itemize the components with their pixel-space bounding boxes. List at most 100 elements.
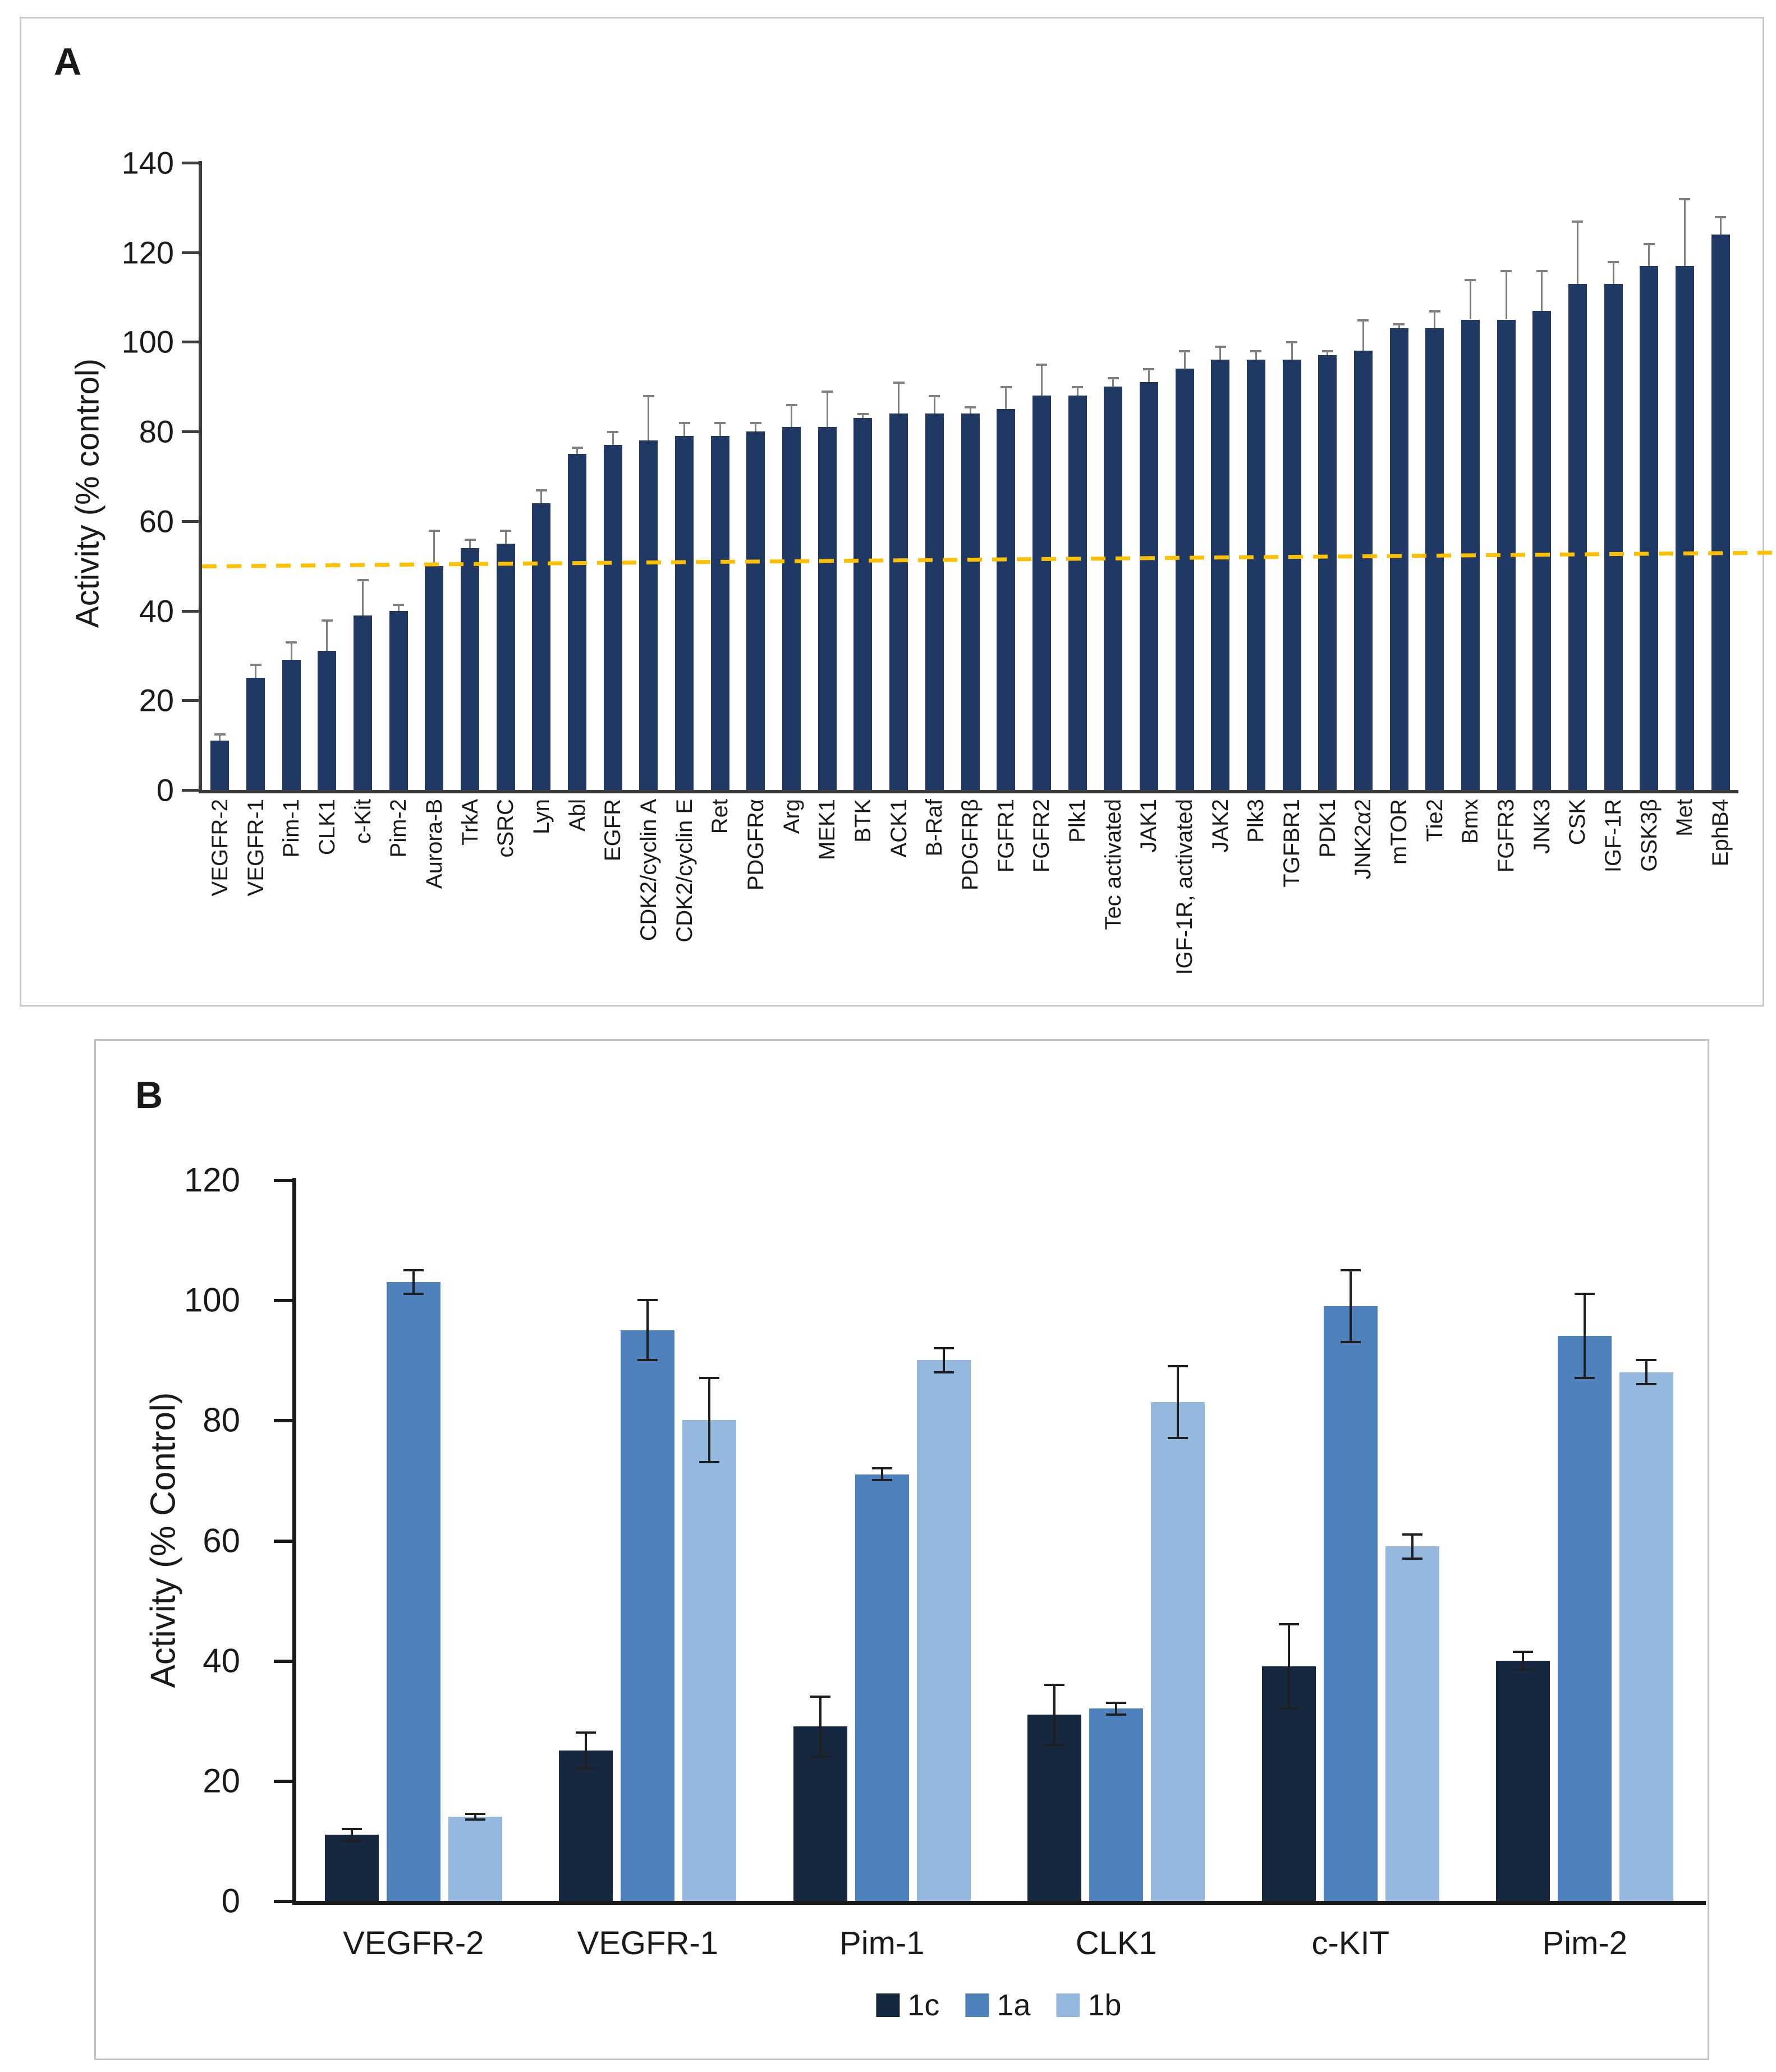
- y-tick-label: 120: [121, 235, 174, 270]
- bar: [1558, 1336, 1612, 1901]
- bar: [1282, 360, 1301, 790]
- x-tick-label: CSK: [1565, 799, 1590, 846]
- y-axis-tick: [182, 430, 199, 434]
- x-tick-label: GSK3β: [1636, 799, 1662, 872]
- error-bar-cap: [822, 390, 833, 393]
- error-bar: [362, 579, 364, 615]
- error-bar-cap: [1106, 1713, 1127, 1716]
- y-tick-label: 100: [183, 1281, 240, 1319]
- error-bar: [540, 489, 543, 503]
- error-bar: [648, 396, 650, 441]
- error-bar-cap: [857, 413, 869, 416]
- error-bar: [433, 530, 435, 566]
- error-bar: [1183, 351, 1186, 369]
- error-bar-cap: [1500, 269, 1512, 272]
- error-bar-cap: [250, 664, 261, 667]
- bar: [1323, 1306, 1378, 1901]
- error-bar: [1327, 351, 1329, 356]
- error-bar-cap: [1715, 215, 1727, 218]
- bar: [1151, 1402, 1205, 1901]
- error-bar-cap: [1168, 1365, 1188, 1367]
- y-tick-label: 20: [203, 1762, 240, 1800]
- error-bar: [933, 396, 935, 414]
- y-axis-tick: [274, 1179, 292, 1182]
- y-axis-tick: [274, 1659, 292, 1663]
- x-tick-label: Tie2: [1422, 799, 1447, 842]
- bar: [559, 1751, 613, 1901]
- error-bar-cap: [1044, 1743, 1065, 1746]
- panel-b: B Activity (% Control) 0 20 40 60 80 100 120 VE…: [94, 1039, 1709, 2060]
- error-bar: [1469, 279, 1471, 320]
- error-bar: [576, 447, 579, 454]
- error-bar: [1076, 387, 1079, 396]
- error-bar: [1177, 1366, 1180, 1439]
- x-tick-label: CDK2/cyclin E: [672, 799, 697, 943]
- error-bar-cap: [403, 1269, 424, 1271]
- error-bar: [683, 422, 686, 437]
- bar: [1619, 1372, 1674, 1901]
- error-bar: [862, 414, 864, 419]
- bar: [889, 414, 908, 790]
- error-bar: [412, 1270, 415, 1294]
- bar: [210, 741, 230, 790]
- error-bar-cap: [637, 1359, 658, 1362]
- bar: [1246, 360, 1265, 790]
- bar: [246, 678, 265, 790]
- legend-item-1b: 1b: [1056, 1988, 1122, 2023]
- error-bar-cap: [1286, 341, 1298, 344]
- error-bar: [1005, 387, 1007, 410]
- error-bar: [791, 405, 793, 428]
- bar: [925, 414, 944, 790]
- error-bar: [612, 431, 614, 445]
- error-bar: [969, 407, 971, 414]
- x-tick-label: Plk1: [1065, 799, 1090, 843]
- error-bar: [819, 1696, 822, 1757]
- bar: [997, 409, 1016, 790]
- error-bar: [1219, 346, 1222, 360]
- error-bar-cap: [576, 1731, 596, 1734]
- error-bar: [708, 1378, 711, 1463]
- bar: [425, 566, 444, 790]
- bar: [1389, 328, 1408, 790]
- y-axis-tick: [182, 789, 199, 792]
- legend-swatch-1c: [876, 1993, 900, 2017]
- x-tick-label: CDK2/cyclin A: [636, 799, 661, 941]
- error-bar: [504, 530, 507, 544]
- error-bar-cap: [1357, 319, 1369, 321]
- error-bar: [1053, 1684, 1056, 1745]
- error-bar: [350, 1828, 353, 1841]
- y-tick-label: 20: [139, 682, 174, 718]
- y-tick-label: 140: [121, 145, 174, 181]
- x-tick-label: Plk3: [1243, 799, 1269, 843]
- bar: [710, 436, 729, 790]
- bar: [1068, 396, 1087, 790]
- error-bar: [1112, 378, 1114, 387]
- panel-b-plot: 0 20 40 60 80 100 120 VEGFR-2 VEGFR-1 Pim-1 CLK1 c-…: [184, 1161, 1706, 1961]
- error-bar-cap: [933, 1371, 954, 1373]
- error-bar: [255, 664, 256, 678]
- error-bar-cap: [1107, 377, 1119, 380]
- error-bar-cap: [428, 529, 440, 532]
- legend-swatch-1b: [1056, 1993, 1080, 2017]
- bar: [621, 1330, 675, 1901]
- bar: [1211, 360, 1230, 790]
- panel-b-label: B: [135, 1074, 163, 1117]
- bar: [448, 1817, 502, 1901]
- error-bar-cap: [1340, 1269, 1361, 1271]
- legend-label-1c: 1c: [907, 1988, 940, 2022]
- error-bar-cap: [1608, 260, 1619, 263]
- error-bar-cap: [214, 733, 226, 736]
- x-tick-label: TrkA: [457, 799, 483, 846]
- legend-swatch-1a: [965, 1993, 989, 2017]
- error-bar-cap: [750, 422, 761, 425]
- bar: [853, 418, 873, 790]
- x-tick-label: EphB4: [1708, 799, 1733, 867]
- error-bar-cap: [465, 1818, 485, 1821]
- error-bar: [1398, 324, 1400, 329]
- legend-item-1a: 1a: [965, 1988, 1031, 2023]
- x-tick-label: VEGFR-1: [577, 1925, 718, 1961]
- error-bar-cap: [871, 1479, 892, 1482]
- bar: [1032, 396, 1051, 790]
- error-bar-cap: [1636, 1359, 1657, 1362]
- x-tick-label: Abl: [565, 799, 590, 831]
